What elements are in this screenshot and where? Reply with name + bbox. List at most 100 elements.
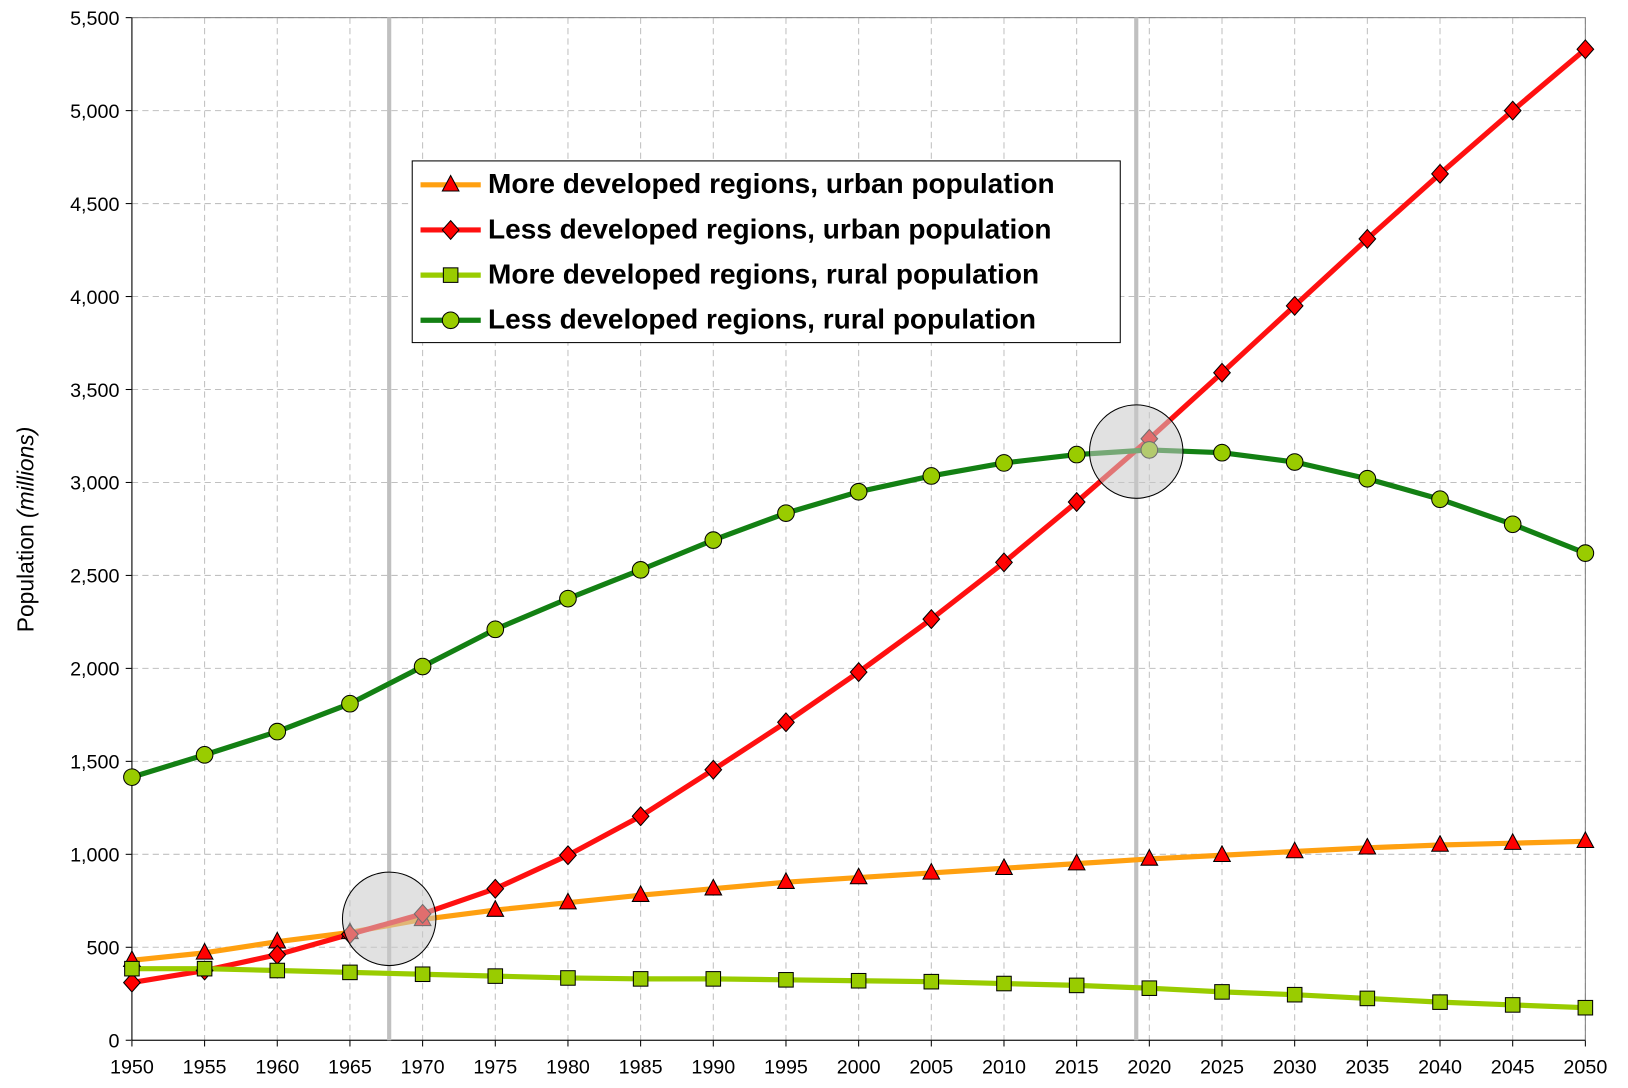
marker [922,862,941,880]
highlight-circle [341,871,437,967]
marker [1213,362,1231,383]
marker [849,867,868,885]
marker [558,845,577,866]
marker [269,962,286,979]
x-tick-label: 1985 [619,1056,663,1078]
marker [1431,490,1449,509]
y-tick-label: 1,000 [70,845,119,867]
marker [1432,994,1448,1010]
y-label: Population [12,524,38,632]
marker [922,608,941,630]
legend-box [411,160,1121,344]
marker [631,806,650,827]
marker [1358,228,1377,250]
marker [849,661,868,683]
marker [1067,445,1086,464]
y-tick-label: 3,500 [70,380,119,402]
marker [1285,295,1304,316]
marker [342,964,358,981]
x-tick-label: 1960 [255,1056,299,1078]
marker [1286,986,1303,1003]
highlight-circle [1089,404,1184,499]
y-tick-label: 2,500 [70,566,119,588]
legend: More developed regions, urban population… [411,160,1121,344]
x-tick-label: 2030 [1273,1056,1317,1078]
marker [1576,830,1595,849]
y-tick-label: 4,000 [70,287,119,309]
legend-marker [441,311,460,330]
marker [414,966,431,983]
marker [486,620,505,639]
marker [778,972,794,988]
x-tick-label: 2025 [1200,1056,1244,1078]
marker [1141,980,1158,996]
marker [704,531,723,549]
marker [850,972,867,989]
marker [124,960,140,977]
x-tick-label: 2050 [1563,1056,1607,1078]
y-tick-label: 2,000 [70,659,119,681]
x-tick-label: 1995 [764,1056,808,1078]
marker [486,878,505,899]
marker [123,768,141,786]
marker [704,759,723,780]
y-axis-label: Population (millions) [12,427,38,633]
marker [1140,848,1159,866]
x-tick-label: 1965 [328,1056,372,1078]
marker [995,454,1013,472]
x-tick-label: 1950 [110,1056,154,1078]
y-label-unit: (millions) [12,427,38,518]
legend-label: Less developed regions, urban population [488,213,1052,244]
marker [1576,544,1595,562]
x-tick-label: 1975 [473,1056,517,1078]
marker [341,694,359,713]
marker [1358,469,1377,488]
x-tick-label: 2040 [1418,1056,1462,1078]
marker [1068,977,1085,994]
marker [413,657,432,676]
marker [996,975,1012,992]
marker [994,857,1014,876]
marker [1213,443,1231,462]
marker [849,482,868,501]
x-tick-label: 1955 [183,1056,227,1078]
y-tick-label: 0 [108,1031,119,1053]
marker [1430,834,1450,852]
marker [1576,39,1595,60]
marker [486,899,505,917]
x-tick-label: 2035 [1345,1056,1389,1078]
marker [922,467,941,485]
marker [487,968,504,984]
marker [268,722,287,741]
marker [1503,515,1522,534]
marker [1214,984,1230,1000]
marker [1067,491,1086,513]
marker [1503,832,1522,850]
marker [195,746,214,764]
marker [776,871,796,889]
marker [560,970,576,986]
y-tick-label: 500 [87,938,120,960]
marker [196,960,213,977]
x-tick-label: 1990 [691,1056,735,1078]
marker [777,504,795,522]
x-tick-label: 2045 [1491,1056,1535,1078]
marker [1358,837,1377,855]
legend-label: More developed regions, urban population [488,168,1055,199]
y-tick-label: 4,500 [70,194,119,216]
marker [1285,453,1304,471]
marker [1359,990,1376,1007]
marker [1067,853,1086,871]
marker [195,942,214,960]
x-tick-label: 2015 [1055,1056,1099,1078]
legend-label: More developed regions, rural population [488,259,1039,290]
marker [1431,163,1450,184]
x-tick-label: 2010 [982,1056,1026,1078]
marker [776,712,795,733]
y-tick-label: 1,500 [70,752,119,774]
legend-marker [441,174,460,192]
marker [994,552,1013,573]
y-tick-label: 3,000 [70,473,119,495]
legend-marker [442,267,459,283]
